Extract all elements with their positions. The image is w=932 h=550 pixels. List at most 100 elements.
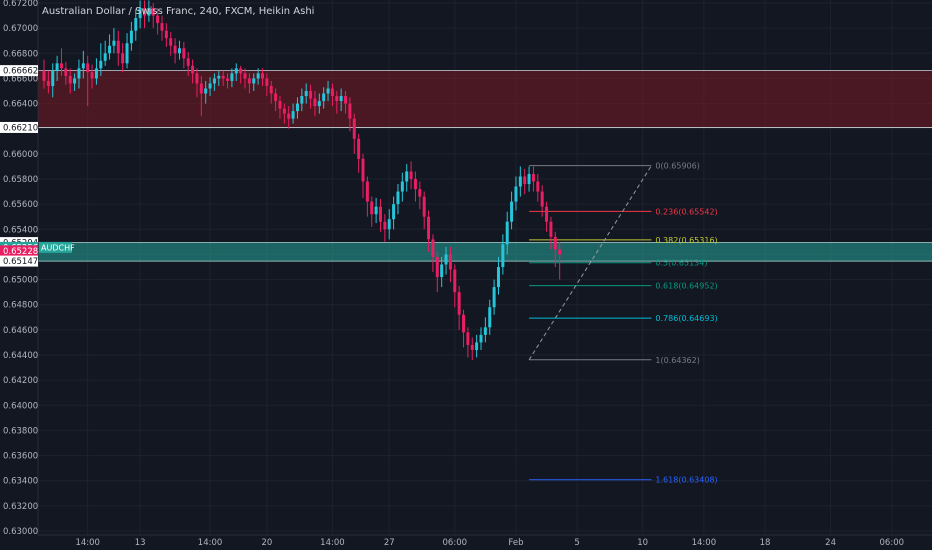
x-tick-label: 13: [135, 538, 146, 548]
y-tick-label: 0.66600: [3, 74, 38, 84]
candle-body: [64, 68, 68, 76]
candle-body: [505, 221, 509, 245]
candle-body: [413, 179, 417, 190]
candle-body: [112, 40, 116, 46]
candle-body: [453, 269, 457, 293]
candle-body: [523, 176, 527, 185]
candle-body: [51, 70, 55, 86]
candle-body: [208, 83, 212, 89]
y-tick-label: 0.64400: [3, 351, 38, 361]
y-tick-label: 0.63400: [3, 477, 38, 487]
candle-body: [501, 244, 505, 267]
candle-body: [204, 88, 208, 94]
candle-body: [256, 73, 260, 79]
candle-body: [540, 191, 544, 207]
candle-body: [387, 219, 391, 230]
candle-body: [470, 344, 474, 350]
candle-body: [125, 43, 129, 64]
candle-body: [108, 45, 112, 54]
candle-body: [226, 78, 230, 81]
candle-body: [300, 96, 304, 104]
candle-body: [134, 18, 138, 31]
candle-body: [339, 96, 343, 102]
candle-body: [156, 15, 160, 24]
y-tick-label: 0.65000: [3, 276, 38, 286]
y-tick-label: 0.66400: [3, 100, 38, 110]
candle-body: [352, 118, 356, 139]
y-tick-label: 0.64000: [3, 401, 38, 411]
price-badge-label: 0.66662: [3, 67, 38, 77]
y-tick-label: 0.67000: [3, 24, 38, 34]
candle-body: [317, 101, 321, 107]
candle-body: [365, 181, 369, 202]
candle-body: [243, 73, 247, 79]
fib-level-label: 1(0.64362): [655, 356, 699, 365]
candle-body: [151, 8, 155, 16]
x-tick-label: 18: [760, 538, 771, 548]
x-tick-label: 06:00: [443, 538, 468, 548]
y-tick-label: 0.64200: [3, 376, 38, 386]
y-tick-label: 0.65600: [3, 200, 38, 210]
candle-body: [274, 93, 278, 102]
zone-support: [38, 242, 932, 262]
candle-body: [129, 30, 133, 44]
candle-body: [86, 63, 90, 73]
fib-trendline: [528, 165, 652, 361]
candle-body: [462, 314, 466, 333]
candle-body: [378, 206, 382, 222]
y-tick-label: 0.63000: [3, 527, 38, 537]
x-tick-label: 24: [825, 538, 836, 548]
candle-body: [444, 254, 448, 265]
candle-body: [160, 23, 164, 31]
candle-body: [330, 88, 334, 97]
x-tick-label: Feb: [508, 538, 523, 548]
x-tick-label: 14:00: [692, 538, 717, 548]
candle-body: [344, 96, 348, 104]
candle-body: [383, 221, 387, 230]
candle-body: [545, 206, 549, 222]
candle-body: [357, 138, 361, 159]
candle-body: [475, 342, 479, 350]
candle-body: [177, 48, 181, 54]
candle-body: [457, 292, 461, 315]
candle-body: [278, 101, 282, 109]
candle-body: [510, 201, 514, 222]
candle-body: [195, 73, 199, 84]
y-tick-label: 0.66800: [3, 49, 38, 59]
candle-body: [431, 239, 435, 257]
y-tick-label: 0.65400: [3, 225, 38, 235]
fib-level-label: 1.618(0.63408): [655, 476, 717, 485]
candle-body: [448, 254, 452, 270]
candle-body: [370, 201, 374, 215]
x-tick-label: 20: [261, 538, 272, 548]
candle-body: [514, 186, 518, 202]
y-tick-label: 0.66000: [3, 150, 38, 160]
candle-body: [466, 332, 470, 345]
candle-body: [68, 75, 72, 84]
candle-body: [94, 68, 98, 79]
badge-layer: 0.666620.662100.652940.652560.652280.651…: [0, 65, 75, 267]
candle-body: [322, 93, 326, 102]
zone-layer: [38, 70, 932, 262]
x-tick-label: 14:00: [75, 538, 100, 548]
candle-body: [374, 206, 378, 215]
price-badge-label: 0.66210: [3, 123, 38, 133]
candle-body: [488, 307, 492, 328]
candle-body: [55, 63, 59, 71]
x-tick-label: 06:00: [880, 538, 905, 548]
x-tick-label: 10: [637, 538, 648, 548]
y-tick-label: 0.67200: [3, 0, 38, 9]
candle-body: [396, 191, 400, 205]
candle-body: [553, 236, 557, 250]
candle-body: [326, 88, 330, 94]
candle-body: [46, 80, 50, 86]
candle-body: [261, 73, 264, 79]
candle-body: [558, 249, 562, 255]
candle-body: [230, 73, 234, 81]
candle-body: [492, 287, 496, 308]
candle-body: [304, 91, 308, 97]
candle-body: [199, 83, 203, 94]
candle-body: [99, 60, 103, 69]
candle-body: [435, 256, 439, 278]
candle-body: [239, 68, 243, 74]
